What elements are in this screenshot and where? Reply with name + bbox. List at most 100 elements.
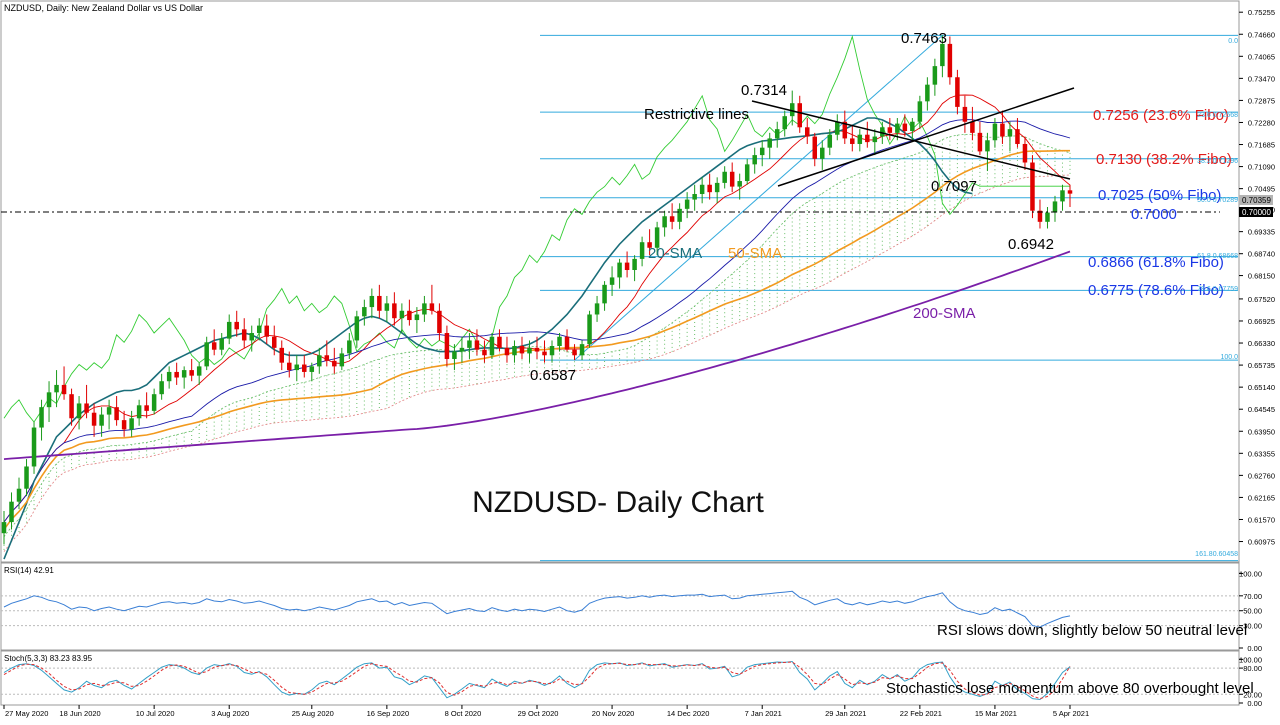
candle-body xyxy=(136,405,142,419)
candle-body xyxy=(362,307,367,317)
candle-body xyxy=(647,242,652,248)
fibo-tag-78.6: 78.6 0.67759 xyxy=(1197,286,1238,293)
rsi-title: RSI(14) 42.91 xyxy=(4,566,54,575)
candle-body xyxy=(774,129,780,139)
candle-body xyxy=(985,140,990,152)
candle-body xyxy=(196,366,202,376)
candle-body xyxy=(805,127,810,137)
level-price-tag xyxy=(1239,207,1273,217)
candle-body xyxy=(181,370,187,378)
price-tick-label: 0.68740 xyxy=(1248,250,1275,259)
candle-body xyxy=(564,336,570,350)
candle-body xyxy=(902,123,908,131)
label-sma20: 20-SMA xyxy=(648,245,702,262)
price-tick-label: 0.72875 xyxy=(1248,96,1275,105)
candle-body xyxy=(789,103,795,117)
time-tick-label: 10 Jul 2020 xyxy=(136,709,175,718)
price-tick-label: 0.74065 xyxy=(1248,52,1275,61)
candle-body xyxy=(332,360,337,367)
candle-body xyxy=(895,123,900,133)
candle-body xyxy=(707,184,712,193)
price-tick-label: 0.61570 xyxy=(1248,515,1275,524)
candle-body xyxy=(865,134,870,143)
candle-body xyxy=(489,336,495,356)
candle-body xyxy=(1000,123,1005,137)
candle-body xyxy=(1030,162,1035,211)
chikou-span-line xyxy=(3,34,1070,423)
fibo-tag-38.2: 38.2 0.71296 xyxy=(1197,158,1238,165)
candle-body xyxy=(106,407,112,415)
candle-body xyxy=(437,310,442,334)
price-tick-label: 0.72280 xyxy=(1248,118,1275,127)
candle-body xyxy=(249,333,254,341)
candle-body xyxy=(294,364,300,371)
fibo-label-61.8: 0.6866 (61.8% Fibo) xyxy=(1088,254,1224,271)
candle-body xyxy=(121,420,127,430)
candle-body xyxy=(729,171,735,187)
candle-body xyxy=(617,262,622,278)
candle-body xyxy=(452,351,457,359)
label-high-7314: 0.7314 xyxy=(741,82,787,99)
candle-body xyxy=(31,427,37,467)
candle-body xyxy=(962,106,968,122)
candle-body xyxy=(159,381,164,395)
candle-body xyxy=(797,103,802,128)
level-price-text: 0.70000 xyxy=(1242,208,1271,217)
candle-body xyxy=(16,488,22,502)
candle-body xyxy=(947,43,953,78)
descending-trendline xyxy=(751,100,1071,180)
candle-body xyxy=(812,136,818,159)
candlesticks xyxy=(1,35,1073,545)
price-tick-label: 0.71685 xyxy=(1248,141,1275,150)
candle-body xyxy=(144,405,149,411)
time-tick-label: 15 Mar 2021 xyxy=(975,709,1017,718)
candle-body xyxy=(324,355,330,361)
sma200-line xyxy=(3,250,1071,460)
candle-body xyxy=(827,134,833,148)
time-axis: 27 May 2020 18 Jun 2020 10 Jul 2020 3 Aug 2… xyxy=(3,705,1089,718)
candle-body xyxy=(61,384,67,395)
candle-body xyxy=(151,394,157,411)
price-tick-label: 0.66330 xyxy=(1248,339,1275,348)
candle-body xyxy=(1007,129,1013,137)
candle-body xyxy=(970,121,975,133)
candle-body xyxy=(99,414,104,426)
candle-body xyxy=(549,346,555,356)
time-tick-label: 29 Oct 2020 xyxy=(518,709,559,718)
ascending-trendline xyxy=(777,87,1075,187)
candle-body xyxy=(226,321,232,339)
candle-body xyxy=(219,338,224,350)
rsi-line xyxy=(3,590,1071,628)
candle-body xyxy=(272,336,277,348)
rsi-note: RSI slows down, slightly below 50 neutra… xyxy=(937,622,1247,639)
candle-body xyxy=(204,342,209,367)
candle-body xyxy=(129,418,134,430)
candle-body xyxy=(1067,190,1073,194)
candle-body xyxy=(759,147,765,156)
label-low-6942: 0.6942 xyxy=(1008,236,1054,253)
candle-body xyxy=(91,412,97,426)
candle-body xyxy=(482,349,487,356)
time-tick-label: 22 Feb 2021 xyxy=(900,709,942,718)
candle-body xyxy=(84,403,89,413)
candle-body xyxy=(917,101,923,122)
price-tick-label: 0.60975 xyxy=(1248,538,1275,547)
fibo-label-78.6: 0.6775 (78.6% Fibo) xyxy=(1088,282,1224,299)
time-tick-label: 16 Sep 2020 xyxy=(367,709,410,718)
label-restrictive-lines: Restrictive lines xyxy=(644,106,749,123)
label-sma50: 50-SMA xyxy=(728,245,782,262)
candle-body xyxy=(835,121,840,135)
time-tick-label: 18 Jun 2020 xyxy=(59,709,100,718)
current-price-tag xyxy=(1239,195,1273,205)
candle-body xyxy=(211,342,217,350)
candle-body xyxy=(699,184,705,195)
candle-body xyxy=(46,392,52,408)
candle-body xyxy=(722,171,727,183)
candle-body xyxy=(1052,201,1058,213)
candle-body xyxy=(677,208,682,222)
candle-body xyxy=(114,407,119,421)
fibo-tag-100: 100.0 xyxy=(1220,354,1238,361)
candle-body xyxy=(594,303,600,315)
candle-body xyxy=(377,295,382,311)
